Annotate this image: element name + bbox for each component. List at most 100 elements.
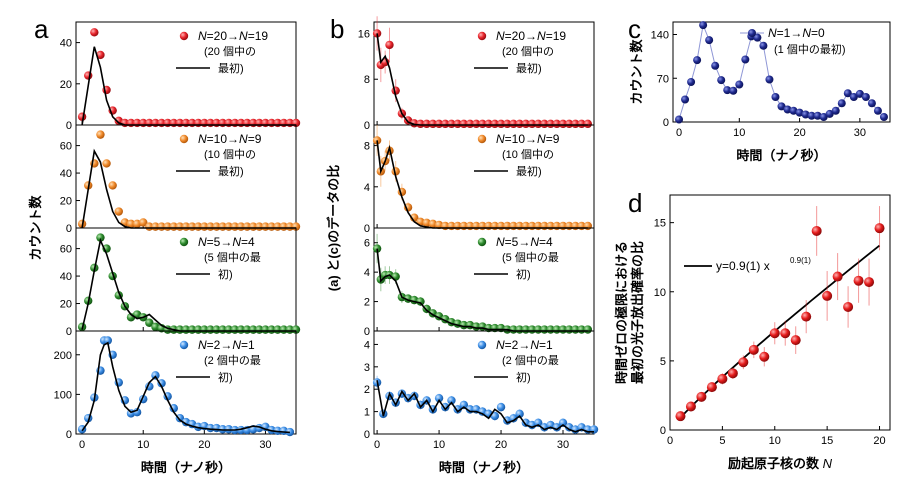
c-data-point — [765, 75, 774, 84]
a-legend-line1: (10 個中の — [204, 148, 256, 161]
b-data-point — [565, 119, 574, 129]
b-legend-marker — [477, 31, 487, 41]
c-legend-line1: (1 個中の最初) — [774, 42, 846, 56]
c-data-point — [675, 115, 684, 124]
d-ytick-label: 0 — [660, 425, 666, 437]
b-subplot-0: 0 8 16 N=20→N=19 (20 個中の最初) — [358, 16, 595, 132]
b-ytick-label: 8 — [364, 74, 370, 86]
d-data-point — [801, 311, 812, 322]
a-data-point — [157, 379, 166, 388]
d-legend-series: y=0.9(1) x — [716, 259, 770, 273]
a-legend-line2: 初) — [218, 267, 233, 281]
a-subplot-0: 0 20 40 N=20→N=19 (20 個中の最初) — [60, 21, 301, 132]
c-xtick-label: 0 — [676, 127, 682, 139]
c-data-point — [807, 111, 816, 120]
d-xtick-label: 20 — [873, 435, 885, 447]
a-xtick-label: 0 — [79, 439, 85, 451]
c-data-point — [681, 95, 690, 104]
b-data-point — [428, 119, 438, 129]
b-data-point — [546, 119, 555, 129]
c-data-point — [795, 108, 804, 117]
b-fit-line — [376, 380, 594, 433]
b-data-point — [422, 119, 431, 129]
a-ytick-label: 0 — [66, 223, 72, 235]
b-data-point — [490, 119, 500, 129]
b-data-point — [534, 418, 543, 428]
c-data-point — [879, 113, 888, 121]
b-xtick-label: 20 — [495, 439, 507, 451]
a-data-point — [96, 233, 105, 242]
b-data-point — [434, 393, 444, 403]
b-data-point — [515, 409, 524, 419]
c-data-point — [837, 99, 846, 108]
a-data-point — [169, 404, 178, 413]
a-ytick-label: 200 — [54, 350, 72, 362]
d-data-point — [790, 335, 801, 346]
a-data-point — [96, 130, 105, 139]
a-xtick-label: 20 — [198, 439, 210, 451]
a-ytick-label: 40 — [60, 271, 72, 283]
c-data-point — [717, 76, 726, 85]
a-data-point — [114, 207, 123, 216]
c-ytick-label: 70 — [657, 73, 669, 85]
c-data-point — [723, 86, 732, 95]
b-legend-series: N=5→N=4 — [496, 235, 553, 249]
a-legend-marker — [179, 31, 189, 41]
a-data-point — [175, 413, 185, 423]
b-ytick-label: 6 — [364, 238, 370, 250]
d-ytick-label: 10 — [654, 287, 666, 299]
c-data-point — [801, 110, 810, 119]
d-data-point — [780, 328, 791, 339]
a-fit-line — [81, 237, 296, 332]
b-data-point — [558, 119, 568, 129]
a-data-point — [145, 318, 154, 327]
b-ytick-label: 2 — [364, 384, 370, 396]
b-ytick-label: 0 — [364, 326, 370, 338]
d-xtick-label: 5 — [719, 435, 725, 447]
panel-letter-b: b — [330, 14, 344, 44]
b-data-point — [372, 244, 382, 253]
b-data-point — [447, 119, 456, 129]
d-ylabel-line1: 時間ゼロの極限における — [614, 241, 629, 384]
a-subplot-1: 0 20 40 60 N=10→N=9 (10 個中の最初) — [60, 124, 301, 235]
b-legend-line1: (20 個中の — [502, 45, 554, 58]
b-legend-marker — [477, 237, 487, 247]
d-data-point — [822, 290, 833, 301]
b-ytick-label: 0 — [364, 120, 370, 132]
a-data-point — [206, 423, 215, 433]
c-data-point — [789, 106, 798, 115]
b-data-point — [416, 297, 425, 306]
panel-a: 0 20 40 N=20→N=19 (20 個中の最初) 0 20 40 60 N=10→N=9 (… — [28, 21, 301, 475]
c-data-point — [825, 109, 834, 118]
d-data-point — [675, 411, 686, 422]
a-ytick-label: 40 — [60, 38, 72, 50]
d-ytick-label: 15 — [654, 218, 666, 230]
b-data-point — [527, 119, 537, 129]
b-xlabel: 時間（ナノ秒） — [439, 460, 529, 475]
a-ytick-label: 60 — [60, 244, 72, 256]
b-data-point — [484, 119, 493, 129]
b-data-point — [459, 400, 469, 410]
b-data-point — [540, 119, 549, 129]
c-data-point — [687, 78, 696, 86]
a-legend-series: N=5→N=4 — [198, 235, 255, 249]
a-ytick-label: 0 — [66, 326, 72, 338]
c-xtick-label: 10 — [733, 127, 745, 139]
c-data-point — [813, 111, 822, 120]
d-data-point — [853, 275, 864, 286]
a-data-point — [103, 336, 112, 345]
panel-letter-d: d — [628, 188, 642, 218]
a-legend-series: N=2→N=1 — [198, 338, 255, 352]
c-ytick-label: 140 — [651, 30, 669, 42]
c-data-point — [831, 106, 840, 115]
c-data-point — [711, 61, 720, 70]
c-xlabel: 時間（ナノ秒） — [736, 148, 826, 163]
b-legend-line2: 初) — [516, 370, 531, 384]
a-legend-line1: (20 個中の — [204, 45, 256, 58]
c-data-point — [759, 41, 768, 50]
c-legend-marker — [748, 29, 756, 37]
panel-c: 0 70 140 0 10 20 30 N=1→N=0 (1 個中の最初) 時間（ナノ秒） カウント… — [629, 21, 891, 163]
b-data-point — [490, 411, 500, 421]
